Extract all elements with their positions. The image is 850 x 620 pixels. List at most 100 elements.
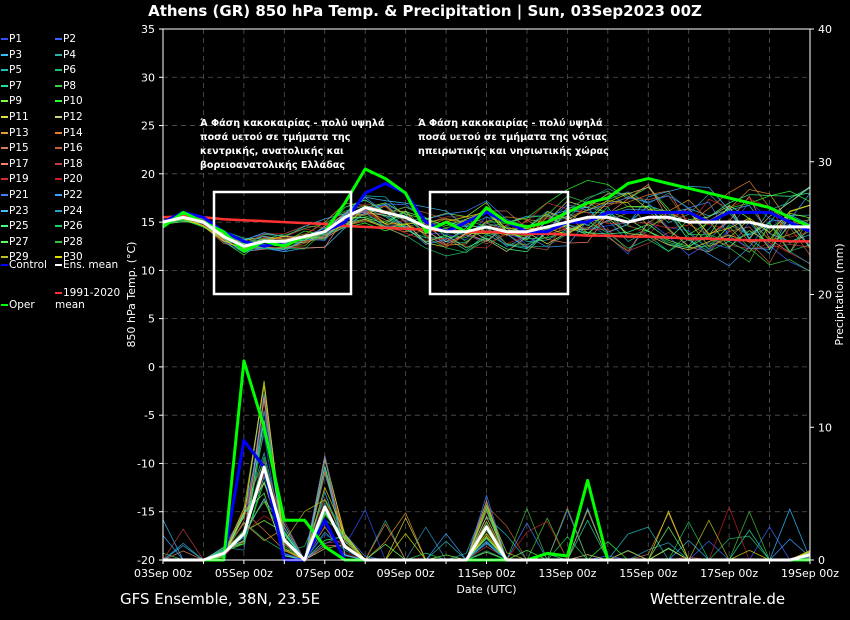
ytick-label: -15 [137,506,155,519]
legend-label: P16 [63,142,83,155]
legend-label: P17 [9,157,29,170]
legend-swatch [55,100,62,103]
ytick-right-label: 20 [818,289,832,302]
legend-label: Ens. mean [63,259,119,271]
legend-swatch [1,194,8,196]
legend-swatch [1,162,8,165]
ytick-label: 15 [141,216,155,229]
legend-entry: P13 [1,127,29,139]
legend-swatch [1,53,8,56]
legend-swatch [1,209,8,212]
legend-label: P20 [63,173,83,186]
legend-entry: P30 [55,251,83,263]
legend-swatch [1,178,8,181]
legend-entry: P2 [55,33,76,45]
legend-entry: P10 [55,95,83,107]
legend-label: P19 [9,173,29,186]
legend-label: P21 [9,189,29,201]
legend-label: P24 [63,204,83,217]
ensemble-member-temp [162,213,811,254]
ytick-label: 30 [141,71,155,84]
legend-entry: Oper [1,299,35,311]
ensemble-member-temp [162,210,811,253]
legend-entry: P9 [1,95,22,107]
legend-label: P29 [9,251,29,264]
ytick-label: -5 [144,409,155,422]
legend-swatch [55,147,62,150]
legend-swatch [1,69,8,72]
legend-swatch [55,84,62,87]
legend-entry: P22 [55,189,83,201]
xtick-label: 07Sep 00z [296,567,354,580]
legend-entry: Ens. mean [55,259,118,271]
legend-swatch [55,69,62,72]
legend-label: P22 [63,189,83,201]
legend-entry: P26 [55,220,83,232]
ytick-label: 0 [148,361,155,374]
legend-swatch [55,116,62,118]
legend-swatch [1,84,8,87]
legend-swatch [55,256,62,259]
legend-entry: 1991-2020 mean [55,287,120,311]
legend-label: P4 [63,48,77,61]
xtick-label: 15Sep 00z [619,567,677,580]
legend-entry: P19 [1,173,29,185]
legend-swatch [55,240,62,243]
legend-label: P9 [9,95,23,108]
legend-entry: P24 [55,205,83,217]
annotation-phase-1: Ά Φάση κακοκαιρίας - πολύ υψηλά ποσά υετ… [200,118,385,171]
y-axis-label: 850 hPa Temp. (°C) [125,242,138,348]
legend-entry: P29 [1,251,29,263]
legend-entry: P7 [1,80,22,92]
legend-swatch [55,38,62,40]
series-oper-temp [162,167,811,253]
legend-label: P25 [9,220,29,233]
legend-swatch [1,38,8,40]
legend-label: P7 [9,79,23,92]
xtick-label: 11Sep 00z [458,567,516,580]
legend-swatch [55,194,62,196]
legend-entry: P18 [55,158,83,170]
legend-swatch [1,304,8,306]
legend-entry: P3 [1,49,22,61]
legend-entry: P11 [1,111,29,123]
legend-label: P13 [9,126,29,139]
legend-entry: P14 [55,127,83,139]
legend-entry: Control [1,259,47,271]
legend-swatch [55,178,62,181]
legend-label: P27 [9,235,29,248]
plot-frame [162,28,811,561]
legend-swatch [1,100,8,103]
legend-label: P28 [63,235,83,248]
ensemble-member-temp [162,204,811,251]
legend-label: P10 [63,95,83,108]
legend-label: P11 [9,111,29,123]
legend-swatch [55,225,62,228]
legend-entry: P16 [55,142,83,154]
legend-swatch [55,131,62,134]
ytick-right-label: 0 [818,554,825,567]
highlight-box-phase-1 [212,190,353,296]
ytick-label: 20 [141,168,155,181]
legend-label: P3 [9,48,23,61]
legend-label: P18 [63,157,83,170]
legend-swatch [1,256,8,259]
legend-entry: P6 [55,64,76,76]
ytick-right-label: 30 [818,156,832,169]
legend-entry: P4 [55,49,76,61]
ensemble-member-temp [162,188,811,265]
legend-swatch [55,292,62,294]
highlight-box-phase-2 [428,190,570,296]
legend-entry: P28 [55,236,83,248]
xtick-label: 17Sep 00z [700,567,758,580]
ytick-right-label: 10 [818,421,832,434]
legend-entry: P20 [55,173,83,185]
ensemble-member-temp [162,195,811,264]
legend-entry: P23 [1,205,29,217]
highlight-boxes [212,190,570,296]
ytick-label: 35 [141,23,155,36]
legend-label: Control [9,259,47,271]
legend-label: 1991-2020 mean [55,287,121,311]
model-info: GFS Ensemble, 38N, 23.5E [120,590,321,608]
source-credit: Wetterzentrale.de [650,590,786,608]
